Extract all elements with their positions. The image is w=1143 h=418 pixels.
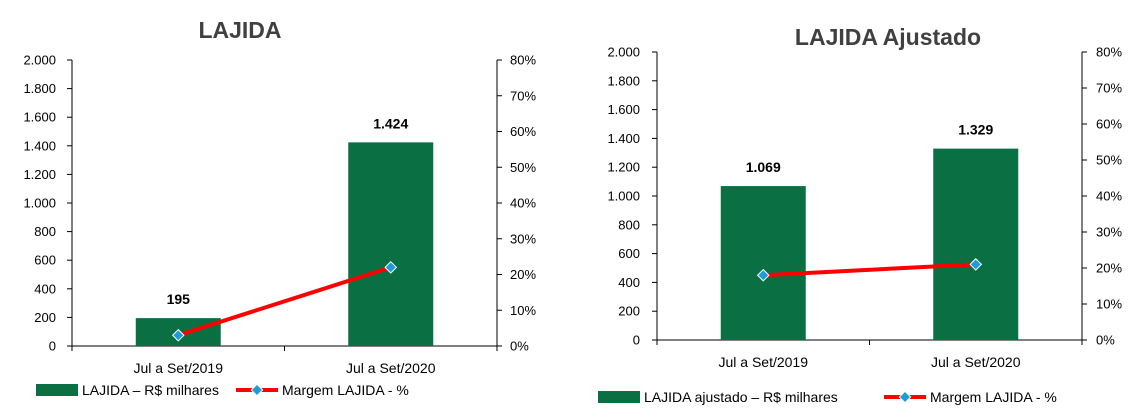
left-tick-label: 1.000 (607, 189, 640, 204)
left-tick-label: 1.000 (23, 196, 56, 211)
left-tick-label: 1.600 (607, 102, 640, 117)
bar-data-label: 1.424 (373, 115, 408, 131)
category-label: Jul a Set/2019 (133, 360, 223, 376)
right-tick-label: 30% (1096, 225, 1122, 240)
bar-data-label: 195 (167, 291, 191, 307)
legend-bar-swatch (36, 384, 78, 396)
right-tick-label: 50% (1096, 153, 1122, 168)
chart-2: LAJIDA Ajustado 0 200 400 600 800 1.000 1.200 1.… (598, 24, 1122, 405)
right-tick-label: 0% (1096, 333, 1115, 348)
left-tick-label: 1.200 (23, 167, 56, 182)
right-tick-label: 70% (1096, 81, 1122, 96)
right-tick-label: 50% (510, 160, 536, 175)
bar (933, 148, 1019, 340)
left-tick-label: 800 (34, 224, 56, 239)
margin-line (763, 262, 976, 278)
right-tick-label: 20% (1096, 261, 1122, 276)
right-tick-label: 80% (1096, 45, 1122, 60)
right-tick-label: 20% (510, 267, 536, 282)
legend-line-marker (898, 390, 912, 404)
left-tick-label: 400 (34, 281, 56, 296)
category-label: Jul a Set/2020 (346, 360, 436, 376)
bar-data-label: 1.069 (746, 159, 781, 175)
right-tick-label: 10% (1096, 297, 1122, 312)
margin-point (171, 328, 185, 342)
category-label: Jul a Set/2019 (718, 354, 808, 370)
right-tick-label: 10% (510, 303, 536, 318)
right-tick-label: 80% (510, 53, 536, 68)
legend-bar-swatch (598, 391, 640, 403)
category-label: Jul a Set/2020 (931, 354, 1021, 370)
left-tick-label: 0 (49, 339, 56, 354)
legend-line-marker (250, 383, 264, 397)
chart-title: LAJIDA (198, 17, 281, 43)
left-tick-label: 800 (618, 217, 640, 232)
legend: LAJIDA ajustado – R$ milhares Margem LAJI… (598, 389, 1057, 405)
left-tick-label: 200 (618, 304, 640, 319)
right-tick-label: 70% (510, 88, 536, 103)
right-tick-label: 30% (510, 231, 536, 246)
chart-title: LAJIDA Ajustado (795, 24, 981, 50)
left-tick-label: 1.800 (607, 73, 640, 88)
legend-bar-label: LAJIDA – R$ milhares (82, 382, 219, 398)
left-tick-label: 600 (34, 253, 56, 268)
left-tick-label: 1.800 (23, 81, 56, 96)
legend: LAJIDA – R$ milhares Margem LAJIDA - % (36, 382, 409, 398)
right-tick-label: 60% (1096, 117, 1122, 132)
left-tick-label: 0 (633, 333, 640, 348)
left-tick-label: 400 (618, 275, 640, 290)
bar (348, 142, 434, 346)
legend-line-label: Margem LAJIDA - % (282, 382, 409, 398)
legend-line-label: Margem LAJIDA - % (930, 389, 1057, 405)
left-tick-label: 600 (618, 246, 640, 261)
margin-line (177, 265, 392, 338)
bar-data-label: 1.329 (958, 122, 993, 138)
right-tick-label: 0% (510, 339, 529, 354)
left-tick-label: 2.000 (23, 53, 56, 68)
left-tick-label: 1.600 (23, 110, 56, 125)
legend-bar-label: LAJIDA ajustado – R$ milhares (644, 389, 838, 405)
left-tick-label: 1.400 (23, 138, 56, 153)
margin-point (756, 268, 770, 282)
right-tick-label: 40% (1096, 189, 1122, 204)
left-tick-label: 1.400 (607, 131, 640, 146)
right-tick-label: 60% (510, 124, 536, 139)
margin-point (384, 260, 398, 274)
chart-1: LAJIDA 0 200 400 600 800 1.000 1.200 1.400 1.600 1… (23, 17, 536, 398)
left-tick-label: 200 (34, 310, 56, 325)
bar (720, 186, 806, 340)
left-tick-label: 2.000 (607, 45, 640, 60)
right-tick-label: 40% (510, 196, 536, 211)
margin-point (969, 258, 983, 271)
left-tick-label: 1.200 (607, 160, 640, 175)
